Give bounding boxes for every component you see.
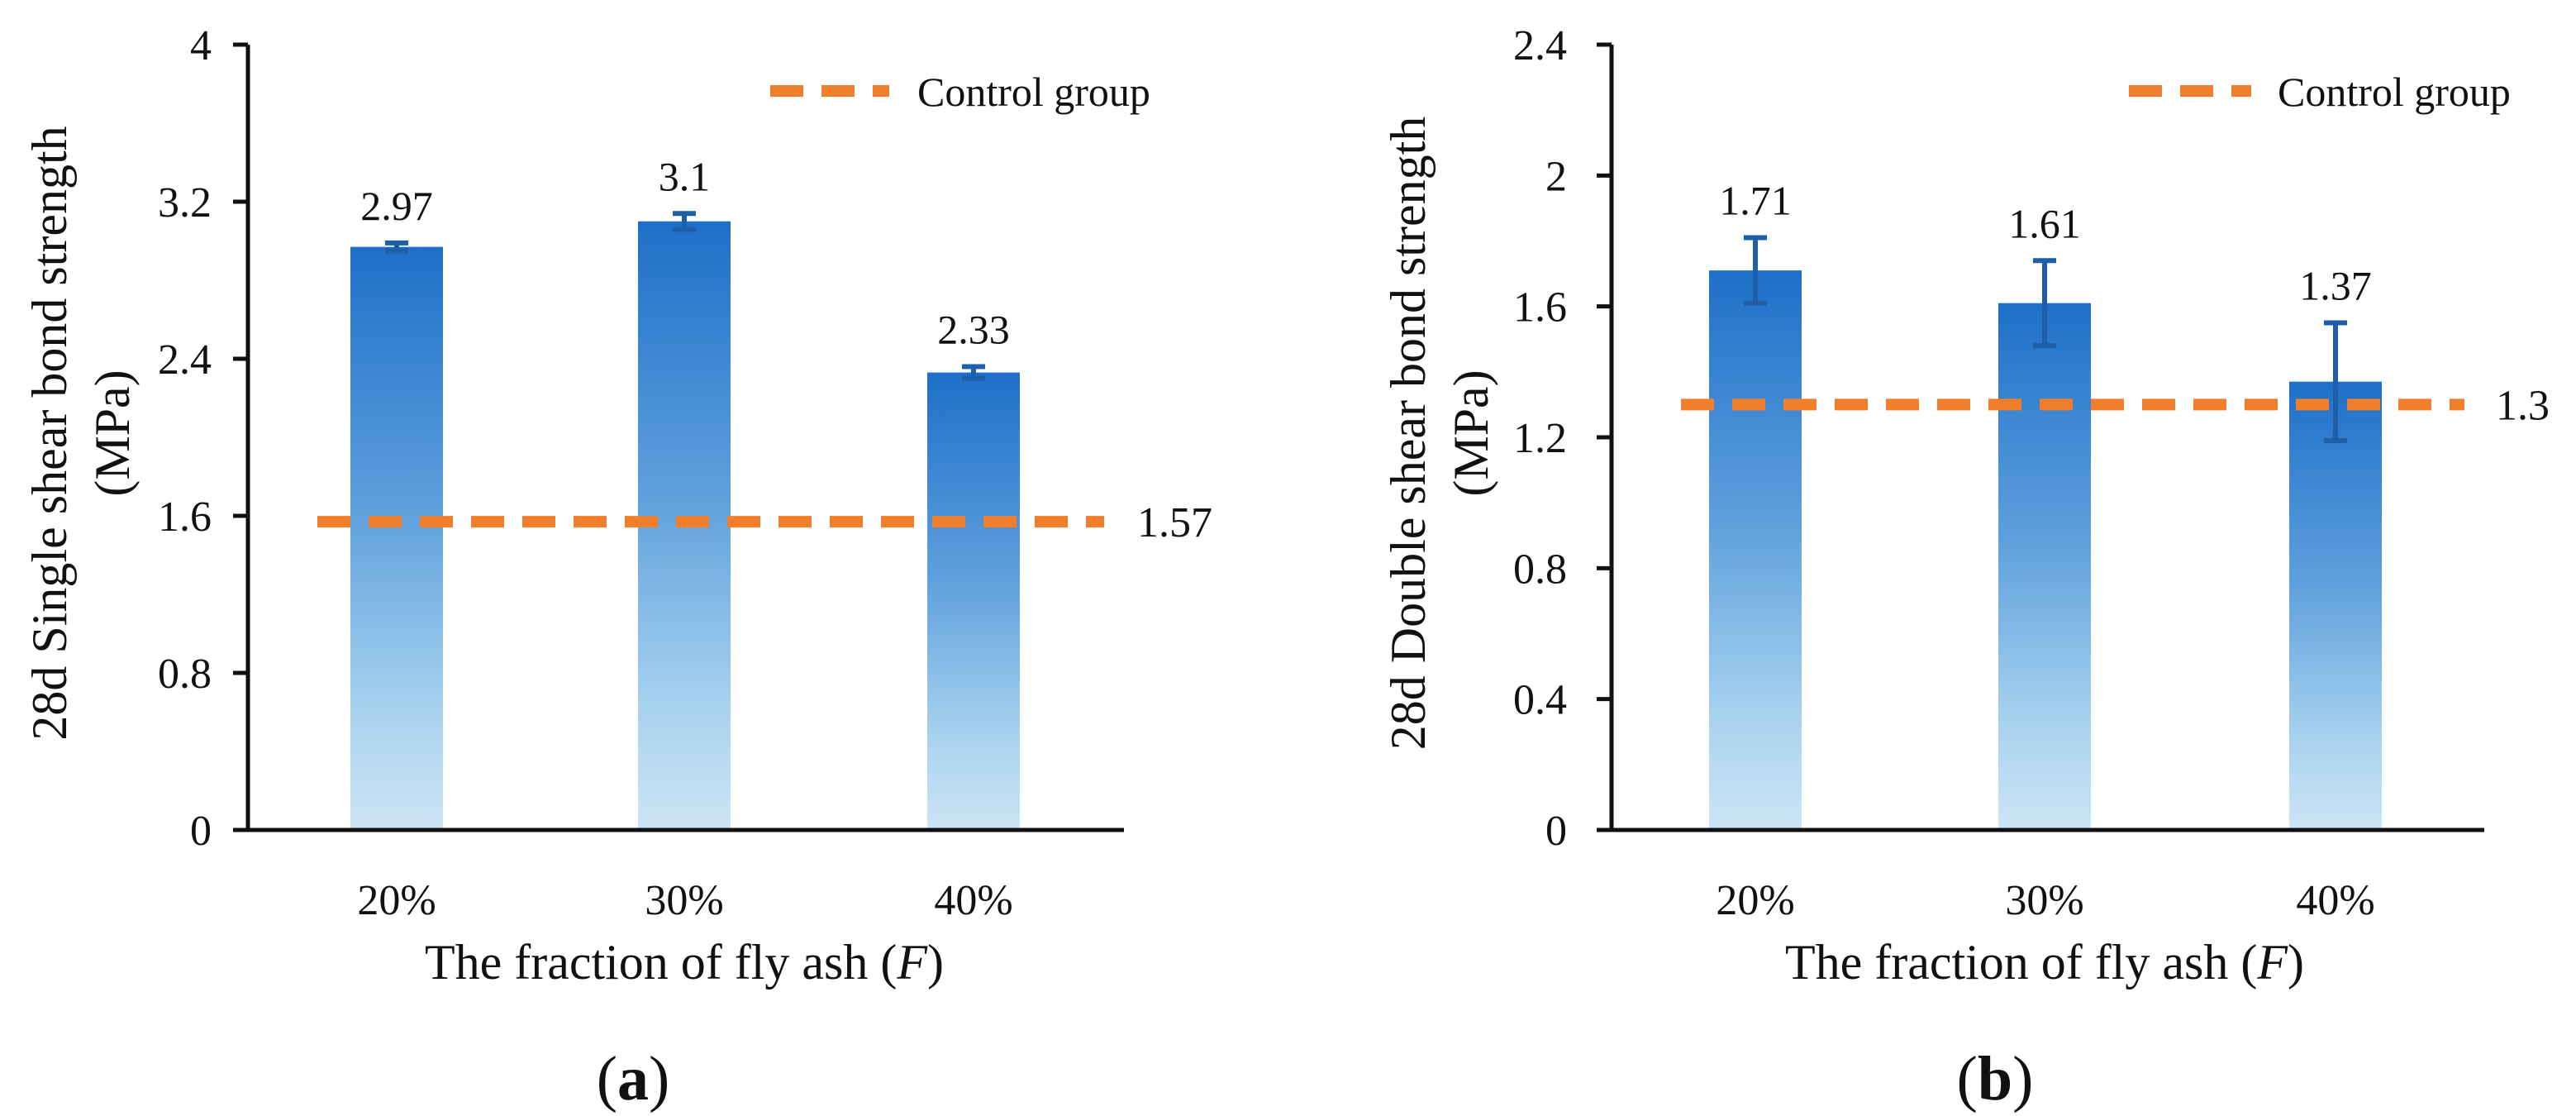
y-tick-label: 4 xyxy=(190,22,212,69)
chart-panel-a: 2.97 20% 3.1 30% 2.33 40% 0 0.8 1.6 2.4 3.2 4 1.57 Co… xyxy=(22,22,1212,1114)
chart-panel-b: 1.71 20% 1.61 30% 1.37 40% 0 0.4 0.8 1.2 1.6 2 2.4 1.… xyxy=(1381,22,2550,1114)
y-tick-label: 1.6 xyxy=(1513,284,1567,331)
control-group-value-label: 1.57 xyxy=(1137,499,1212,546)
panel-label: (b) xyxy=(1957,1044,2034,1114)
x-tick-label-20%: 20% xyxy=(1716,877,1794,924)
y-tick-label: 2 xyxy=(1545,153,1567,200)
y-axis-label: 28d Single shear bond strength xyxy=(22,126,77,740)
bar-40% xyxy=(927,372,1020,830)
y-tick-label: 0.8 xyxy=(1513,546,1567,593)
legend-label: Control group xyxy=(2278,69,2511,115)
bar-30% xyxy=(1998,303,2091,830)
y-tick-label: 1.2 xyxy=(1513,415,1567,462)
y-tick-label: 2.4 xyxy=(1513,22,1567,69)
y-tick-label: 3.2 xyxy=(158,179,212,227)
y-tick-label: 0.4 xyxy=(1513,677,1567,724)
x-tick-label-30%: 30% xyxy=(2005,877,2083,924)
x-tick-label-40%: 40% xyxy=(2296,877,2374,924)
y-tick-label: 0.8 xyxy=(158,651,212,698)
y-tick-label: 1.6 xyxy=(158,494,212,541)
y-tick-label: 0 xyxy=(1545,808,1567,855)
x-tick-label-40%: 40% xyxy=(934,877,1012,924)
data-label-20%: 2.97 xyxy=(360,183,433,229)
x-tick-label-20%: 20% xyxy=(357,877,436,924)
data-label-40%: 1.37 xyxy=(2299,262,2372,308)
legend-label: Control group xyxy=(917,69,1150,115)
x-axis-label: The fraction of fly ash (F) xyxy=(1785,935,2304,990)
data-label-20%: 1.71 xyxy=(1719,178,1792,224)
y-axis-unit-label: (MPa) xyxy=(85,370,140,496)
y-axis-label: 28d Double shear bond strength xyxy=(1381,117,1436,751)
panel-label: (a) xyxy=(597,1044,670,1114)
y-tick-label: 0 xyxy=(190,808,212,855)
data-label-40%: 2.33 xyxy=(937,307,1010,353)
bar-20% xyxy=(1709,270,1802,830)
y-axis-unit-label: (MPa) xyxy=(1444,370,1498,496)
y-tick-label: 2.4 xyxy=(158,336,212,384)
bar-40% xyxy=(2289,381,2382,830)
x-tick-label-30%: 30% xyxy=(645,877,723,924)
control-group-value-label: 1.3 xyxy=(2496,382,2550,429)
x-axis-label: The fraction of fly ash (F) xyxy=(425,935,944,990)
bar-20% xyxy=(350,246,443,830)
data-label-30%: 1.61 xyxy=(2008,200,2081,246)
data-label-30%: 3.1 xyxy=(659,153,711,199)
